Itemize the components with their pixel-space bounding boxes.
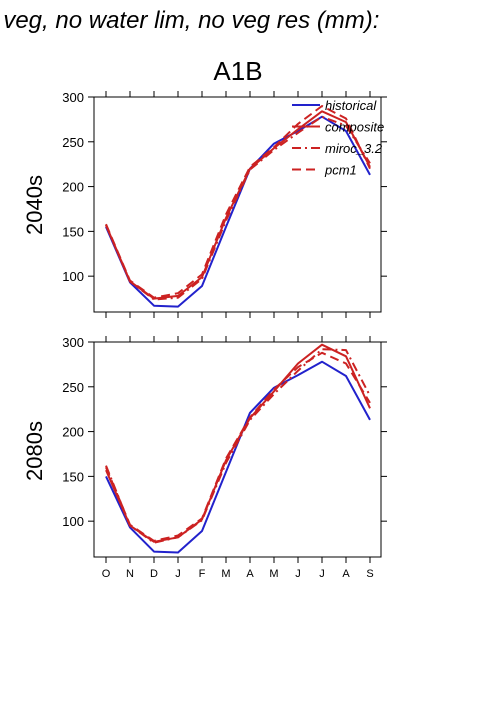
- legend-label: composite: [325, 120, 384, 135]
- y-tick-label: 150: [62, 224, 84, 239]
- x-tick-label: O: [102, 568, 111, 580]
- series-line-composite: [105, 110, 371, 300]
- series-line-pcm1: [105, 105, 371, 299]
- page-title: f veg, no water lim, no veg res (mm):: [0, 7, 379, 34]
- x-tick-label: S: [366, 568, 373, 580]
- plot-frame: [93, 341, 382, 558]
- x-tick-label: D: [150, 568, 158, 580]
- chart-panel-2040s: 100 150 200 250 300 2040s historical composite m…: [22, 90, 387, 318]
- y-tick-label: 300: [62, 335, 84, 350]
- series-line-historical: [105, 360, 371, 554]
- legend-label: pcm1: [324, 163, 357, 178]
- x-tick-label: A: [246, 568, 254, 580]
- x-tick-label: J: [295, 568, 301, 580]
- legend-label: miroc_3.2: [325, 141, 383, 156]
- x-tick-label: J: [175, 568, 181, 580]
- y-tick-label: 100: [62, 514, 84, 529]
- plot-frame: [93, 96, 382, 313]
- x-tick-label: J: [319, 568, 325, 580]
- x-tick-label: N: [126, 568, 134, 580]
- y-tick-label: 300: [62, 90, 84, 105]
- legend-label: historical: [325, 98, 377, 113]
- scenario-title: A1B: [213, 56, 262, 86]
- series-line-historical: [105, 115, 371, 308]
- y-tick-label: 200: [62, 425, 84, 440]
- y-tick-label: 250: [62, 135, 84, 150]
- chart-panel-2080s: 100 150 200 250 300 O N D J F M A M J J A S 2080s: [22, 335, 387, 580]
- x-tick-label: F: [199, 568, 206, 580]
- x-tick-label: M: [269, 568, 278, 580]
- y-tick-label: 100: [62, 269, 84, 284]
- series-line-miroc_3.2: [105, 348, 371, 544]
- legend: historical composite miroc_3.2 pcm1: [292, 98, 384, 178]
- y-tick-label: 250: [62, 380, 84, 395]
- panels: 100 150 200 250 300 2040s historical composite m…: [22, 90, 387, 580]
- y-tick-label: 150: [62, 469, 84, 484]
- row-label: 2040s: [22, 175, 47, 235]
- series-line-pcm1: [105, 351, 371, 542]
- row-label: 2080s: [22, 421, 47, 481]
- y-tick-label: 200: [62, 180, 84, 195]
- x-tick-label: A: [342, 568, 350, 580]
- x-tick-label: M: [221, 568, 230, 580]
